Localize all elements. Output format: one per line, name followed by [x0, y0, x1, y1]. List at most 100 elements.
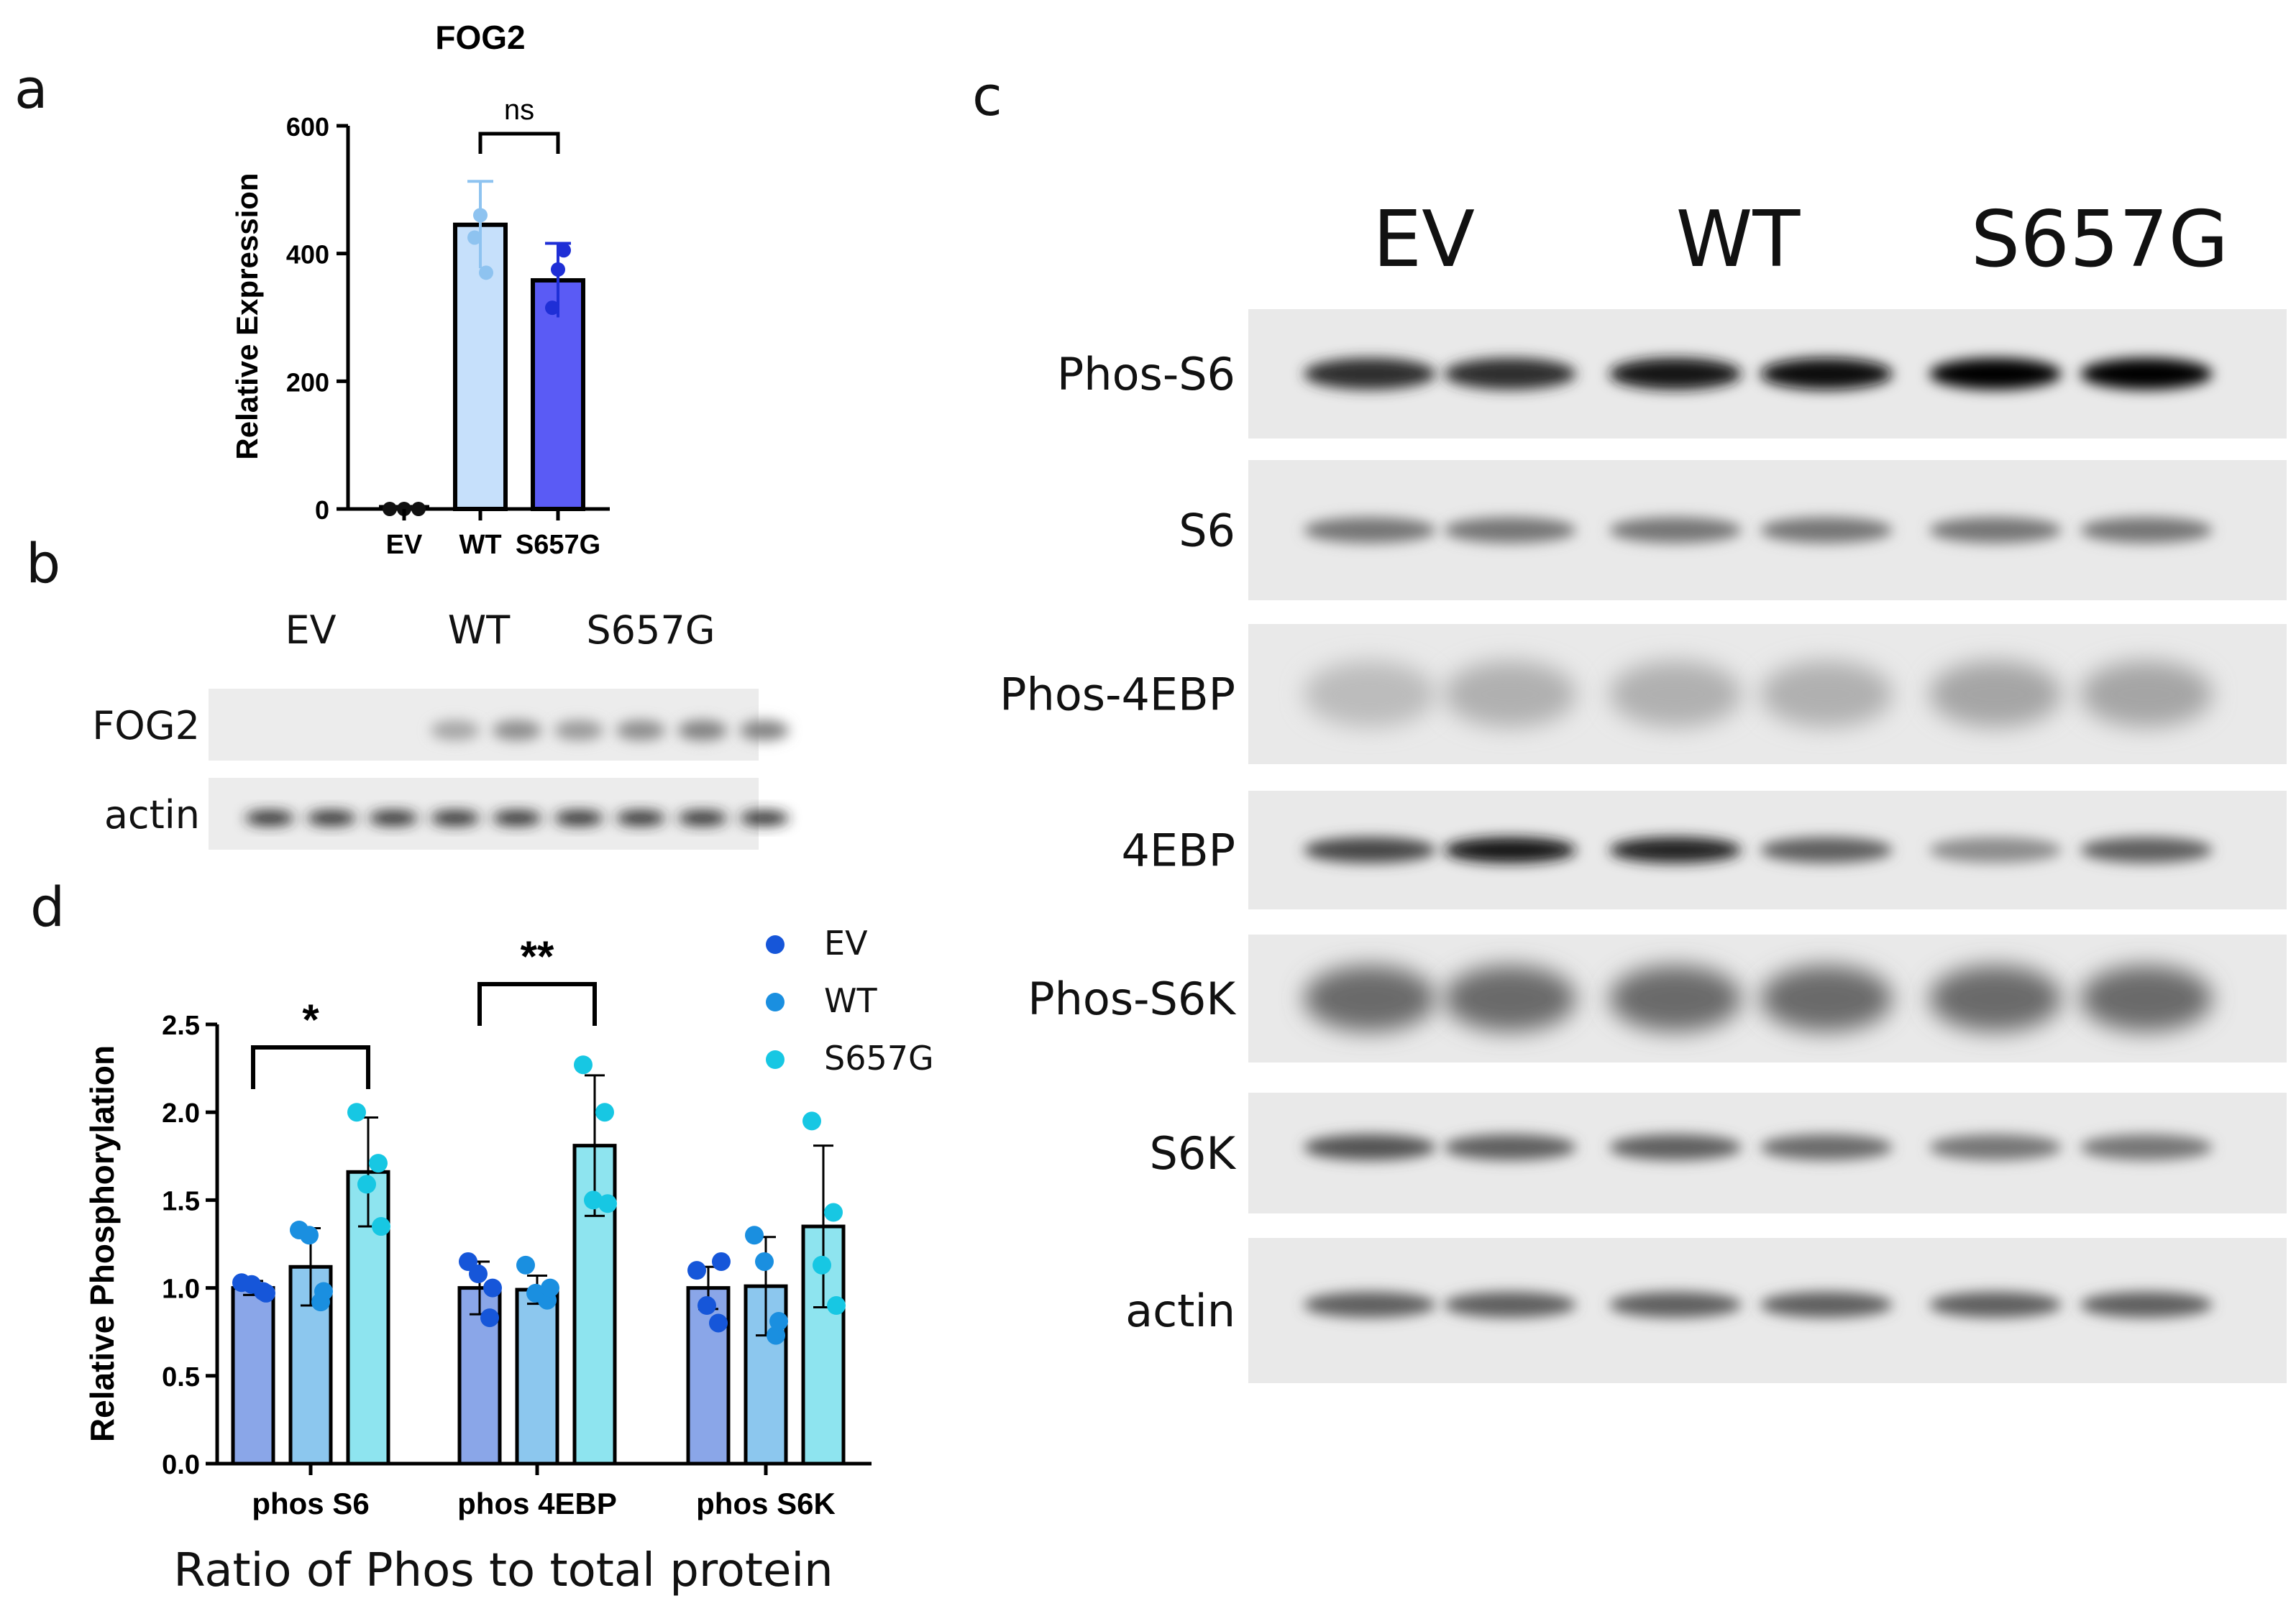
blot-b-row-label: FOG2: [92, 703, 200, 748]
panel-letter-a: a: [14, 57, 48, 121]
blot-c-band: [1444, 965, 1576, 1032]
blot-c-band: [1760, 358, 1893, 390]
legend-marker-s657g: [766, 1050, 785, 1069]
chart-a-point: [551, 262, 565, 277]
blot-b-band: [307, 811, 356, 825]
blot-c-band: [1444, 1134, 1576, 1160]
chart-a-ylabel: Relative Expression: [230, 173, 264, 459]
chart-d-point-wt: [769, 1312, 788, 1331]
chart-d-point-s657g: [372, 1217, 390, 1236]
blot-c-band: [1929, 517, 2062, 543]
panel-letter-c: c: [972, 64, 1002, 128]
blot-c-row-label: S6K: [1150, 1127, 1237, 1180]
chart-d-point-wt: [314, 1282, 333, 1301]
legend-label-wt: WT: [824, 981, 877, 1020]
chart-a-ytick-label: 600: [286, 112, 329, 142]
chart-a-ytick-label: 0: [315, 495, 329, 525]
blot-c-band: [2080, 965, 2213, 1032]
blot-c-band: [1609, 661, 1742, 728]
chart-d-point-ev: [687, 1261, 706, 1280]
chart-d-point-ev: [469, 1265, 488, 1284]
blot-b-band: [554, 720, 603, 740]
blot-c-band: [1929, 661, 2062, 728]
legend-label-ev: EV: [824, 924, 868, 963]
blot-c-band: [1444, 837, 1576, 863]
chart-d-point-s657g: [813, 1255, 831, 1275]
blot-c-band: [1760, 517, 1893, 543]
chart-d-point-ev: [712, 1252, 731, 1271]
blot-c-band: [1609, 1292, 1742, 1318]
legend-marker-wt: [766, 993, 785, 1011]
chart-d-ytick-label: 0.0: [162, 1450, 200, 1480]
blot-c-band: [2080, 517, 2213, 543]
blot-b-lane-label: WT: [448, 607, 511, 653]
blot-c-lane-label: WT: [1676, 195, 1801, 285]
chart-a-point: [473, 208, 488, 223]
blot-c-band: [1609, 965, 1742, 1032]
blot-c-band: [1929, 1134, 2062, 1160]
chart-d-point-s657g: [595, 1103, 614, 1122]
blot-c-band: [2080, 1134, 2213, 1160]
blot-c-band: [1609, 1134, 1742, 1160]
chart-d-xtick-label: phos S6K: [696, 1487, 836, 1520]
panel-letter-b: b: [26, 531, 60, 595]
blot-c-band: [1760, 965, 1893, 1032]
panel-letter-d: d: [30, 875, 65, 939]
blot-c-band: [1760, 1292, 1893, 1318]
blot-b-band: [493, 811, 541, 825]
chart-a-xtick-label: S657G: [516, 530, 600, 560]
chart-d-bracket: [251, 1045, 370, 1089]
blot-b-lane-label: S657G: [586, 607, 715, 653]
blot-b-band: [616, 720, 665, 740]
chart-a: FOG2 Relative Expression 0 200 400 600 EV WT S…: [230, 19, 610, 560]
blot-c-band: [1304, 1292, 1436, 1318]
chart-a-point: [467, 230, 482, 245]
chart-d-point-s657g: [574, 1055, 593, 1075]
chart-a-point: [411, 502, 426, 516]
legend-label-s657g: S657G: [824, 1039, 934, 1078]
blot-c-band: [2080, 1292, 2213, 1318]
chart-d-point-s657g: [357, 1175, 376, 1194]
blot-b: EV WT S657G FOG2 actin: [92, 607, 789, 850]
blot-c-band: [1444, 517, 1576, 543]
blot-b-band: [431, 720, 480, 740]
blot-c-band: [1609, 837, 1742, 863]
chart-d-point-wt: [745, 1226, 764, 1245]
chart-d-ytick-label: 2.0: [162, 1098, 200, 1129]
blot-c-band: [1304, 965, 1436, 1032]
chart-d-bar-wt: [515, 1288, 559, 1466]
chart-d-point-ev: [242, 1275, 261, 1294]
chart-a-ytick-label: 400: [286, 240, 329, 270]
blot-b-band: [740, 811, 789, 825]
chart-a-point: [545, 300, 559, 316]
chart-d-point-wt: [767, 1326, 785, 1345]
blot-c-band: [1929, 837, 2062, 863]
chart-a-point: [557, 243, 571, 258]
blot-c-band: [1760, 1134, 1893, 1160]
blot-c-row-label: Phos-4EBP: [1000, 669, 1235, 721]
blot-c-band: [1760, 661, 1893, 728]
blot-b-band: [678, 720, 727, 740]
chart-d-ytick-label: 0.5: [162, 1362, 200, 1392]
blot-c-row-label: S6: [1179, 505, 1235, 557]
chart-d-bar-ev: [231, 1286, 275, 1466]
blot-b-band: [431, 811, 480, 825]
blot-c-band: [1929, 1292, 2062, 1318]
chart-d-ytick-label: 2.5: [162, 1011, 200, 1041]
chart-d-point-s657g: [584, 1190, 603, 1210]
blot-c-row-label: actin: [1125, 1285, 1235, 1337]
blot-c-band: [1304, 517, 1436, 543]
blot-c-band: [1609, 517, 1742, 543]
chart-d-point-wt: [516, 1255, 535, 1275]
chart-d-ytick-label: 1.0: [162, 1275, 200, 1305]
blot-c-band: [1609, 358, 1742, 390]
blot-c-row-label: Phos-S6K: [1028, 973, 1236, 1025]
blot-b-band: [554, 811, 603, 825]
chart-d-point-s657g: [827, 1296, 846, 1316]
blot-b-lane-label: EV: [285, 607, 336, 653]
blot-c-band: [1444, 661, 1576, 728]
chart-d-bracket: [477, 982, 597, 1026]
blot-c-row-label: 4EBP: [1121, 825, 1235, 877]
blot-b-band: [493, 720, 541, 740]
chart-d-ytick-label: 1.5: [162, 1186, 200, 1216]
